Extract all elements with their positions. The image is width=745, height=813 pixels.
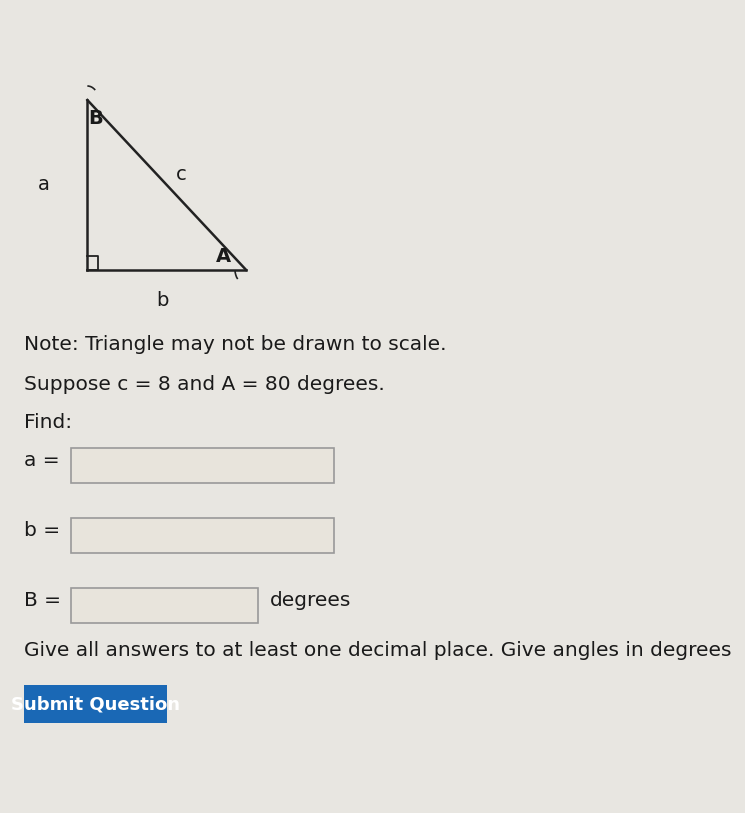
Text: degrees: degrees bbox=[270, 590, 352, 610]
Text: c: c bbox=[176, 166, 186, 185]
Text: B =: B = bbox=[24, 590, 61, 610]
Text: B: B bbox=[88, 108, 103, 128]
Text: b =: b = bbox=[24, 520, 60, 540]
Text: Find:: Find: bbox=[24, 412, 72, 432]
Text: a: a bbox=[38, 176, 50, 194]
Text: Suppose c = 8 and A = 80 degrees.: Suppose c = 8 and A = 80 degrees. bbox=[24, 376, 384, 394]
Text: b: b bbox=[156, 290, 169, 310]
Text: Give all answers to at least one decimal place. Give angles in degrees: Give all answers to at least one decimal… bbox=[24, 641, 732, 659]
Text: Submit Question: Submit Question bbox=[10, 695, 180, 713]
Text: Note: Triangle may not be drawn to scale.: Note: Triangle may not be drawn to scale… bbox=[24, 336, 446, 354]
Text: a =: a = bbox=[24, 450, 60, 469]
Bar bbox=[72, 588, 258, 623]
Bar bbox=[72, 448, 334, 483]
Bar bbox=[24, 685, 167, 723]
Bar bbox=[72, 518, 334, 553]
Text: A: A bbox=[216, 246, 232, 266]
